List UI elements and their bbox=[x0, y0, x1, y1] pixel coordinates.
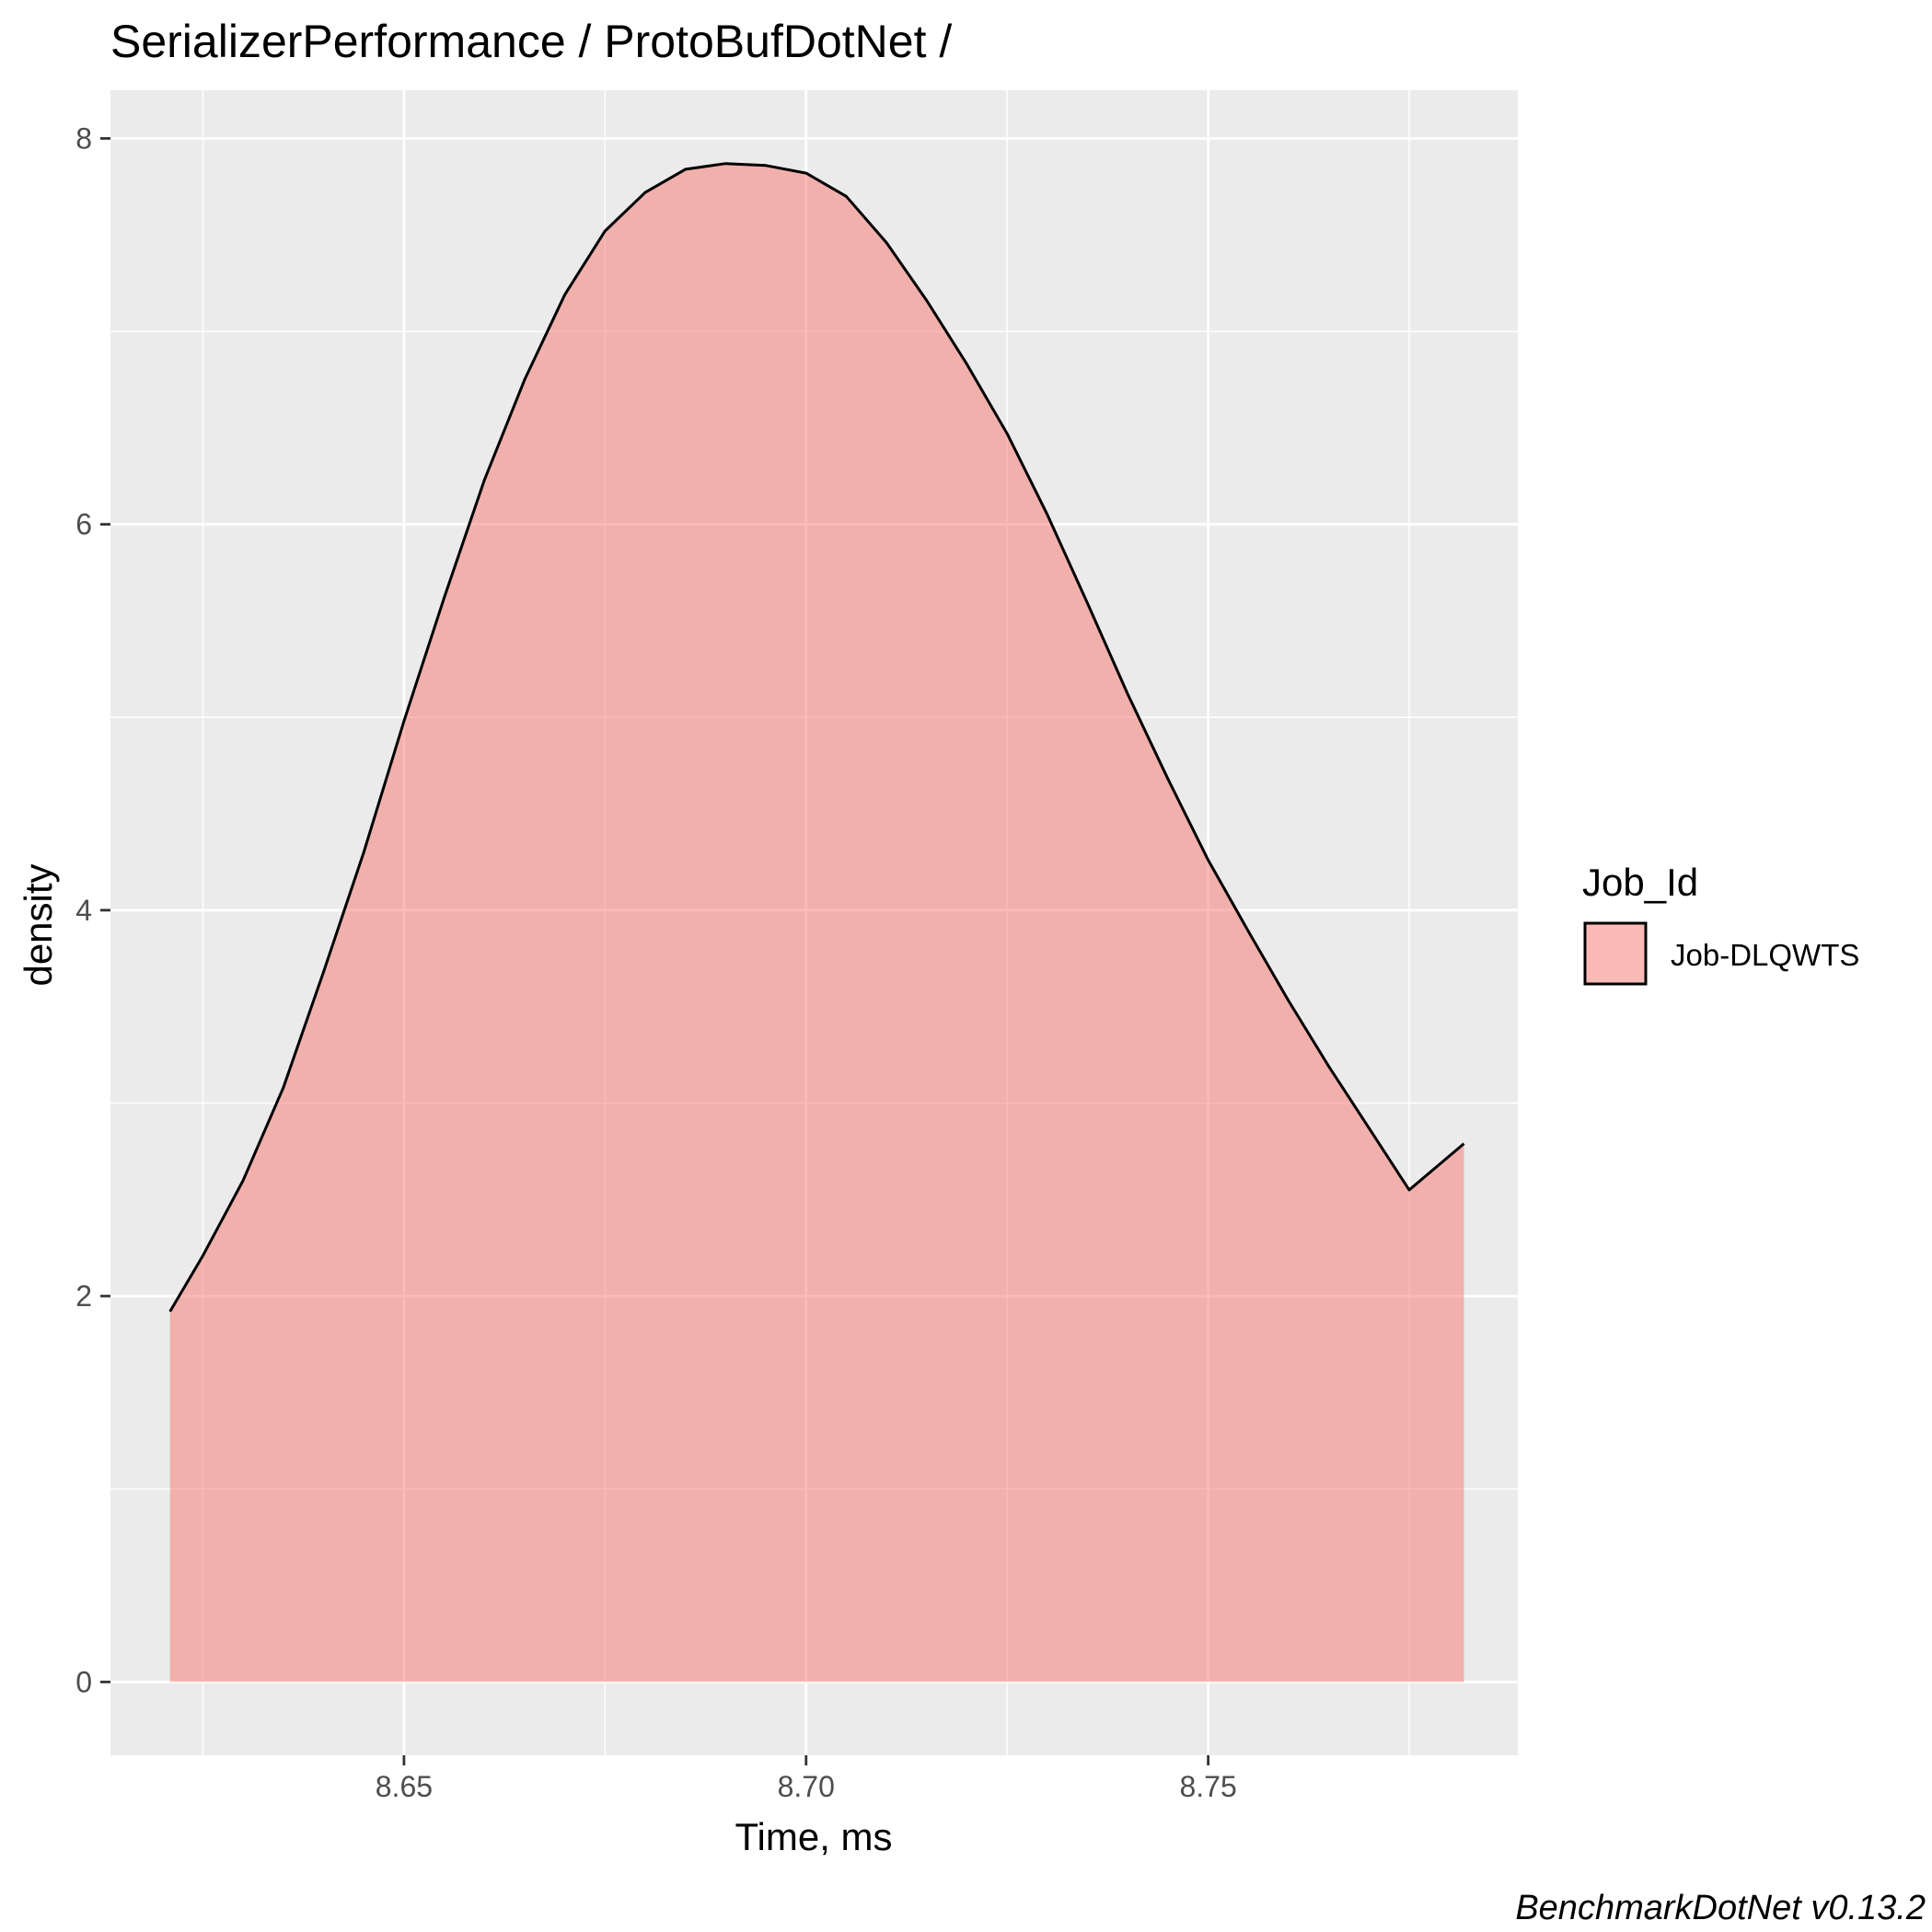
x-axis-title: Time, ms bbox=[735, 1815, 892, 1858]
legend-key-job-dlqwts bbox=[1583, 921, 1648, 986]
x-tick-label: 8.75 bbox=[1179, 1770, 1236, 1803]
x-tick-label: 8.65 bbox=[376, 1770, 433, 1803]
x-tick-label: 8.70 bbox=[778, 1770, 835, 1803]
density-area-0 bbox=[169, 163, 1464, 1683]
y-tick-label: 6 bbox=[75, 508, 92, 541]
caption: BenchmarkDotNet v0.13.2 bbox=[1515, 1889, 1926, 1927]
y-tick-label: 4 bbox=[75, 894, 92, 927]
y-axis: 0 2 4 6 8 bbox=[75, 121, 110, 1698]
x-axis: 8.65 8.70 8.75 bbox=[376, 1755, 1237, 1803]
legend-label-job-dlqwts: Job-DLQWTS bbox=[1671, 938, 1859, 972]
series-layer bbox=[168, 162, 1465, 1683]
density-line-0 bbox=[168, 162, 1465, 1313]
legend-title: Job_Id bbox=[1582, 861, 1698, 904]
y-tick-label: 8 bbox=[75, 121, 92, 155]
y-tick-label: 0 bbox=[75, 1665, 92, 1698]
y-axis-title: density bbox=[17, 863, 60, 986]
chart-title: SerializerPerformance / ProtoBufDotNet / bbox=[110, 16, 952, 67]
y-tick-label: 2 bbox=[75, 1279, 92, 1313]
legend: Job_Id Job-DLQWTS bbox=[1582, 861, 1859, 986]
